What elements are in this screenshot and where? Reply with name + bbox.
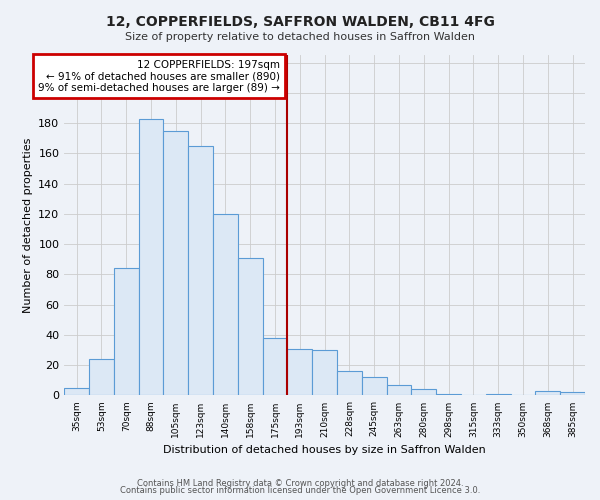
Bar bbox=[89, 359, 114, 396]
Bar bbox=[535, 391, 560, 396]
Text: 12, COPPERFIELDS, SAFFRON WALDEN, CB11 4FG: 12, COPPERFIELDS, SAFFRON WALDEN, CB11 4… bbox=[106, 15, 494, 29]
Bar bbox=[163, 130, 188, 396]
Bar bbox=[213, 214, 238, 396]
Bar bbox=[114, 268, 139, 396]
Text: Contains HM Land Registry data © Crown copyright and database right 2024.: Contains HM Land Registry data © Crown c… bbox=[137, 478, 463, 488]
Text: Contains public sector information licensed under the Open Government Licence 3.: Contains public sector information licen… bbox=[120, 486, 480, 495]
Bar bbox=[64, 388, 89, 396]
Bar bbox=[287, 348, 312, 396]
Text: Size of property relative to detached houses in Saffron Walden: Size of property relative to detached ho… bbox=[125, 32, 475, 42]
Y-axis label: Number of detached properties: Number of detached properties bbox=[23, 138, 32, 313]
Text: 12 COPPERFIELDS: 197sqm
← 91% of detached houses are smaller (890)
9% of semi-de: 12 COPPERFIELDS: 197sqm ← 91% of detache… bbox=[38, 60, 280, 92]
X-axis label: Distribution of detached houses by size in Saffron Walden: Distribution of detached houses by size … bbox=[163, 445, 486, 455]
Bar bbox=[337, 371, 362, 396]
Bar bbox=[188, 146, 213, 396]
Bar bbox=[362, 378, 386, 396]
Bar bbox=[386, 385, 412, 396]
Bar bbox=[238, 258, 263, 396]
Bar bbox=[139, 118, 163, 396]
Bar bbox=[263, 338, 287, 396]
Bar bbox=[560, 392, 585, 396]
Bar bbox=[412, 390, 436, 396]
Bar bbox=[436, 394, 461, 396]
Bar bbox=[486, 394, 511, 396]
Bar bbox=[312, 350, 337, 396]
